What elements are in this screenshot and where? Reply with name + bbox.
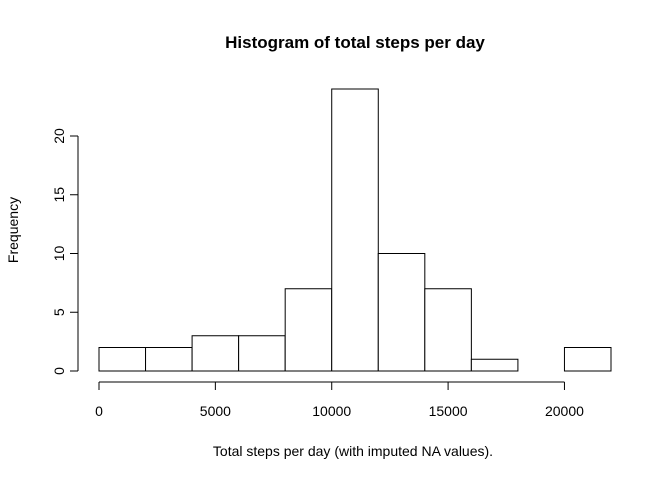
x-tick-label: 0 (95, 403, 103, 419)
histogram-bar (424, 288, 472, 372)
x-tick-label: 10000 (312, 403, 351, 419)
histogram-bar (145, 347, 193, 372)
histogram-bar (98, 347, 147, 372)
histogram-bars (98, 88, 612, 372)
y-tick-label: 5 (51, 308, 67, 316)
histogram-bar (377, 253, 426, 372)
x-tick-label: 15000 (429, 403, 468, 419)
histogram-bar (331, 88, 379, 372)
x-axis-label: Total steps per day (with imputed NA val… (213, 443, 493, 459)
y-tick-label: 0 (51, 367, 67, 375)
x-tick-label: 5000 (200, 403, 231, 419)
histogram-bar (470, 358, 519, 372)
chart-title: Histogram of total steps per day (225, 33, 485, 52)
y-axis-label: Frequency (5, 197, 21, 263)
x-axis: 0 5000 10000 15000 20000 (95, 381, 584, 419)
y-axis: 0 5 10 15 20 (51, 128, 79, 375)
histogram-bar (563, 347, 612, 372)
histogram-bar (238, 335, 286, 372)
y-tick-label: 10 (51, 246, 67, 262)
histogram-bar (191, 335, 240, 372)
y-tick-label: 20 (51, 128, 67, 144)
histogram-bar (284, 288, 333, 372)
x-tick-label: 20000 (545, 403, 584, 419)
y-tick-label: 15 (51, 187, 67, 203)
